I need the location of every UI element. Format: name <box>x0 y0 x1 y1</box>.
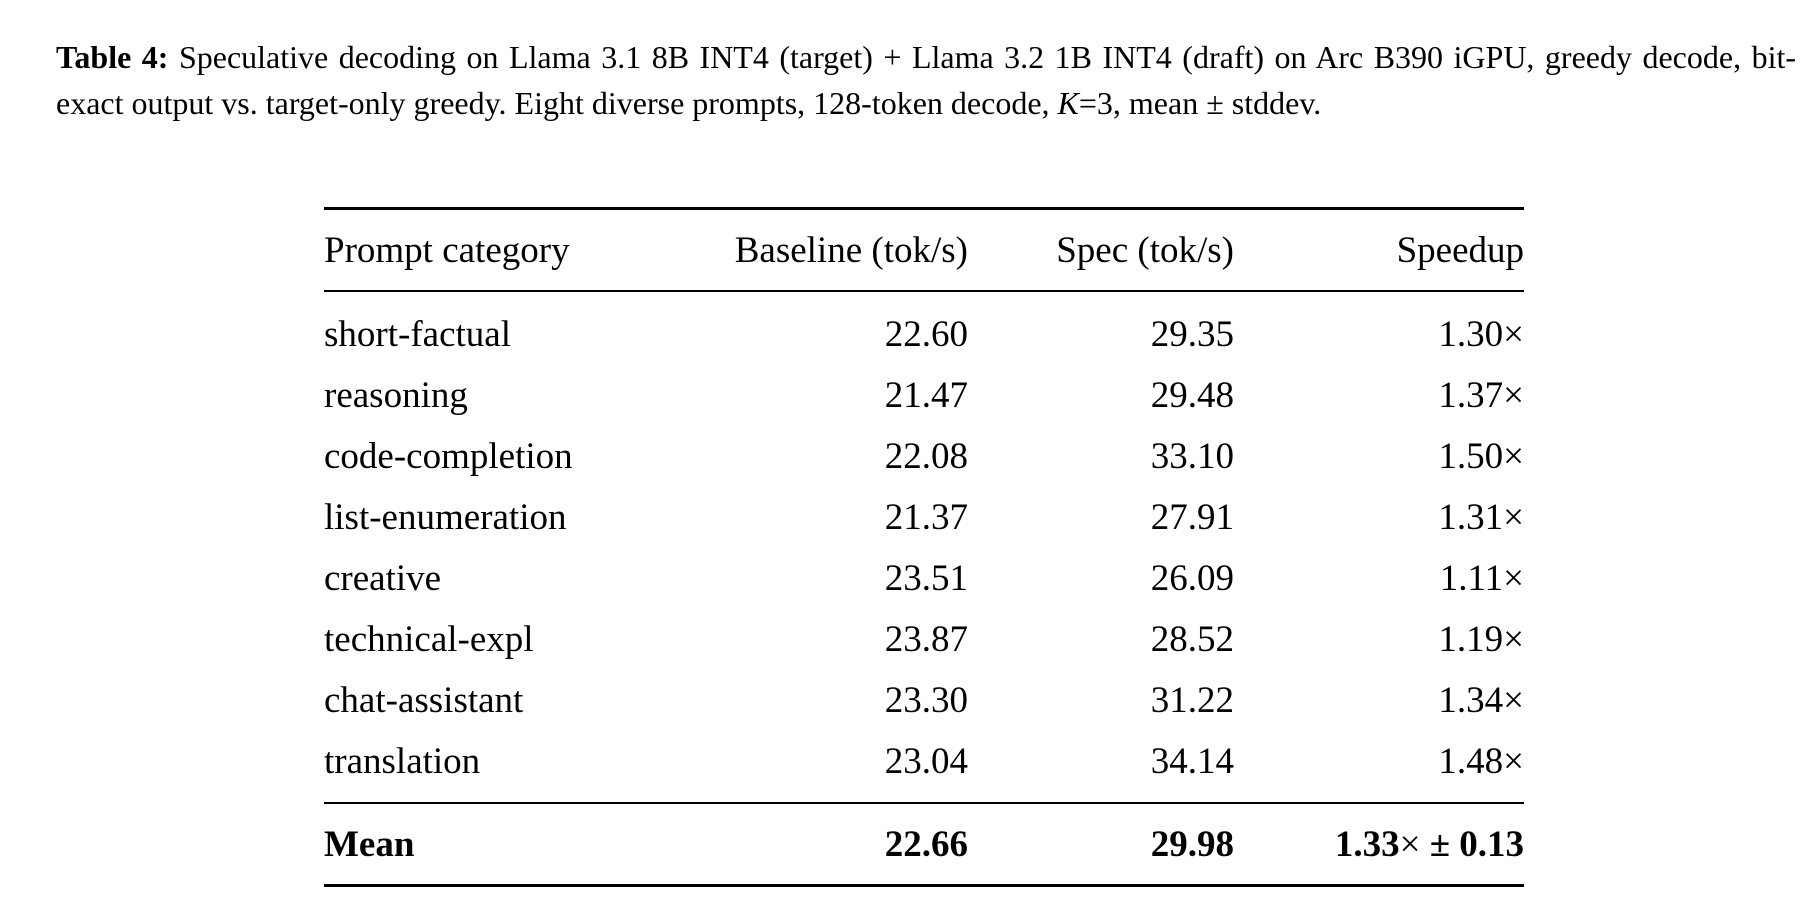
cell-baseline: 21.37 <box>884 497 968 538</box>
mean-spec: 29.98 <box>1150 823 1234 865</box>
cell-speedup: 1.37× <box>1438 375 1524 416</box>
cell-baseline: 23.51 <box>884 558 968 599</box>
header-spec: Spec (tok/s) <box>1056 229 1234 271</box>
cell-baseline: 23.87 <box>884 619 968 660</box>
cell-baseline: 23.30 <box>884 680 968 721</box>
table-row: reasoning 21.47 29.48 1.37× <box>324 365 1524 426</box>
cell-baseline: 22.08 <box>884 436 968 477</box>
table-row: chat-assistant 23.30 31.22 1.34× <box>324 670 1524 731</box>
mean-label: Mean <box>324 823 415 865</box>
mean-baseline: 22.66 <box>884 823 968 865</box>
caption-text-1: Speculative decoding on Llama 3.1 8B INT… <box>56 39 1797 121</box>
table-row: translation 23.04 34.14 1.48× <box>324 731 1524 803</box>
cell-speedup: 1.11× <box>1439 558 1524 599</box>
cell-speedup: 1.19× <box>1438 619 1524 660</box>
caption-text-2: =3, mean ± stddev. <box>1078 85 1322 121</box>
table-row: list-enumeration 21.37 27.91 1.31× <box>324 487 1524 548</box>
table-row: short-factual 22.60 29.35 1.30× <box>324 291 1524 365</box>
cell-spec: 27.91 <box>1150 497 1234 538</box>
cell-category: creative <box>324 558 442 599</box>
caption-label: Table 4: <box>56 39 169 75</box>
cell-category: translation <box>324 741 481 782</box>
table-mean-row: Mean 22.66 29.98 1.33× ± 0.13 <box>324 803 1524 886</box>
cell-speedup: 1.48× <box>1438 741 1524 782</box>
cell-spec: 33.10 <box>1150 436 1234 477</box>
cell-category: chat-assistant <box>324 680 524 721</box>
table-row: technical-expl 23.87 28.52 1.19× <box>324 609 1524 670</box>
cell-category: list-enumeration <box>324 497 567 538</box>
cell-baseline: 21.47 <box>884 375 968 416</box>
header-baseline: Baseline (tok/s) <box>734 229 968 271</box>
table-header-row: Prompt category Baseline (tok/s) Spec (t… <box>324 208 1524 291</box>
cell-spec: 26.09 <box>1150 558 1234 599</box>
cell-speedup: 1.34× <box>1438 680 1524 721</box>
mean-speedup: 1.33× ± 0.13 <box>1234 803 1524 886</box>
cell-speedup: 1.31× <box>1438 497 1524 538</box>
table-row: creative 23.51 26.09 1.11× <box>324 548 1524 609</box>
cell-category: short-factual <box>324 314 511 355</box>
cell-speedup: 1.30× <box>1438 314 1524 355</box>
mean-speedup-value: 1.33 <box>1334 823 1400 865</box>
mean-speedup-times: × <box>1399 823 1421 865</box>
cell-spec: 28.52 <box>1150 619 1234 660</box>
mean-speedup-std: ± 0.13 <box>1420 823 1524 865</box>
cell-spec: 29.48 <box>1150 375 1234 416</box>
results-table: Prompt category Baseline (tok/s) Spec (t… <box>324 207 1524 887</box>
table-row: code-completion 22.08 33.10 1.50× <box>324 426 1524 487</box>
header-speedup: Speedup <box>1396 229 1524 271</box>
cell-spec: 29.35 <box>1150 314 1234 355</box>
cell-category: reasoning <box>324 375 468 416</box>
cell-spec: 34.14 <box>1150 741 1234 782</box>
cell-spec: 31.22 <box>1150 680 1234 721</box>
caption-k-symbol: K <box>1057 85 1079 121</box>
cell-speedup: 1.50× <box>1438 436 1524 477</box>
cell-baseline: 23.04 <box>884 741 968 782</box>
cell-category: technical-expl <box>324 619 534 660</box>
results-table-container: Prompt category Baseline (tok/s) Spec (t… <box>324 207 1524 887</box>
header-prompt-category: Prompt category <box>324 229 570 271</box>
cell-baseline: 22.60 <box>884 314 968 355</box>
table-caption: Table 4: Speculative decoding on Llama 3… <box>56 34 1796 126</box>
cell-category: code-completion <box>324 436 573 477</box>
